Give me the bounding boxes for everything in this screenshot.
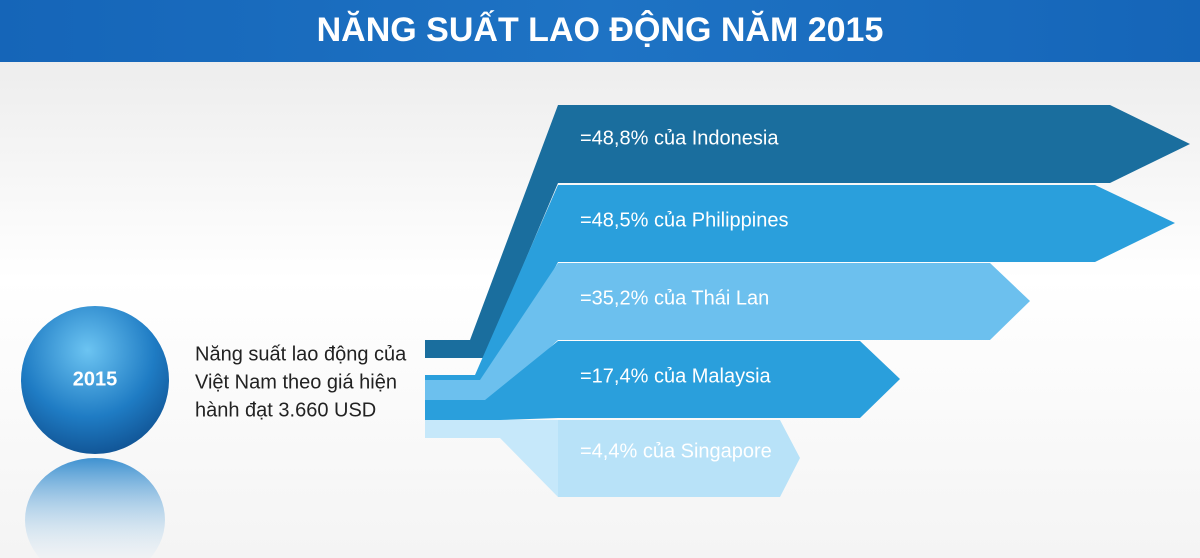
arrow	[558, 105, 1190, 183]
header-bar	[0, 0, 1200, 62]
description-line: Năng suất lao động của	[195, 343, 407, 365]
item-label: =35,2% của Thái Lan	[580, 287, 769, 309]
reflection	[25, 458, 165, 558]
item-label: =48,8% của Indonesia	[580, 127, 779, 149]
connector	[425, 341, 558, 420]
connector	[425, 263, 558, 400]
year-label: 2015	[73, 368, 118, 390]
connector	[425, 105, 558, 358]
arrow	[558, 341, 900, 418]
item-label: =4,4% của Singapore	[580, 440, 772, 462]
description-line: Việt Nam theo giá hiện	[195, 371, 397, 393]
arrow	[558, 185, 1175, 262]
connector	[425, 185, 558, 393]
description-line: hành đạt 3.660 USD	[195, 399, 376, 421]
year-circle	[21, 306, 169, 454]
arrow	[558, 263, 1030, 340]
title: NĂNG SUẤT LAO ĐỘNG NĂM 2015	[317, 10, 884, 49]
item-label: =17,4% của Malaysia	[580, 365, 772, 387]
connector	[425, 420, 558, 497]
arrow	[558, 420, 800, 497]
item-label: =48,5% của Philippines	[580, 209, 788, 231]
